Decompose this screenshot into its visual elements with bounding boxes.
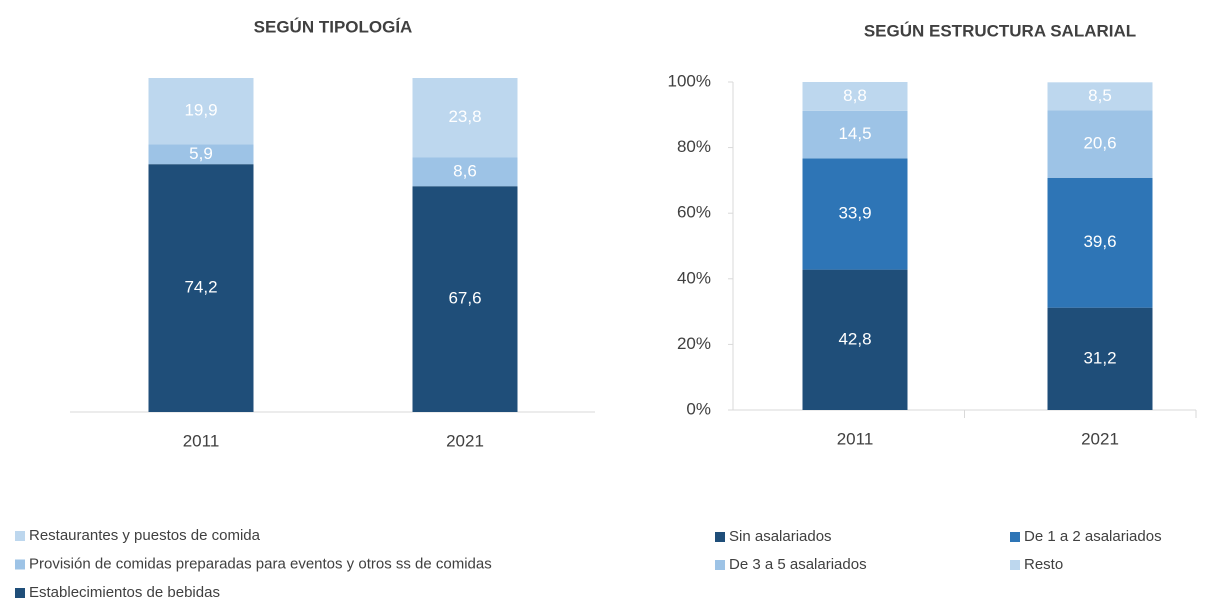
x-tick-label: 2021 xyxy=(446,431,484,450)
y-tick-label: 40% xyxy=(677,268,711,287)
data-label: 42,8 xyxy=(838,329,871,348)
x-tick-label: 2021 xyxy=(1081,429,1119,448)
bar-segment xyxy=(802,158,908,270)
bar-segment xyxy=(802,269,908,410)
data-label: 19,9 xyxy=(184,101,217,120)
data-label: 33,9 xyxy=(838,204,871,223)
chart-title: SEGÚN ESTRUCTURA SALARIAL xyxy=(864,21,1136,40)
legend-swatch xyxy=(715,532,725,542)
legend-swatch xyxy=(1010,560,1020,570)
legend-label: De 1 a 2 asalariados xyxy=(1024,528,1162,545)
x-tick-label: 2011 xyxy=(837,429,874,448)
bar-segment xyxy=(148,164,254,412)
data-label: 31,2 xyxy=(1083,348,1116,367)
bar-segment xyxy=(1047,110,1153,178)
legend-label: Establecimientos de bebidas xyxy=(29,584,220,600)
data-label: 74,2 xyxy=(184,278,217,297)
bar-segment xyxy=(412,157,518,187)
legend-label: Restaurantes y puestos de comida xyxy=(29,527,261,544)
y-tick-label: 20% xyxy=(677,334,711,353)
data-label: 20,6 xyxy=(1083,133,1116,152)
data-label: 8,6 xyxy=(453,161,477,180)
chart-title: SEGÚN TIPOLOGÍA xyxy=(254,17,413,36)
legend-label: Resto xyxy=(1024,556,1063,573)
bar-segment xyxy=(412,186,518,412)
y-tick-label: 100% xyxy=(668,71,711,90)
data-label: 23,8 xyxy=(448,107,481,126)
bar-segment xyxy=(148,78,254,145)
bar-segment xyxy=(1047,82,1153,111)
legend-swatch xyxy=(15,588,25,598)
bar-segment xyxy=(1047,307,1153,410)
data-label: 67,6 xyxy=(448,289,481,308)
legend-swatch xyxy=(15,559,25,570)
bar-segment xyxy=(802,110,908,159)
bar-segment xyxy=(802,82,908,111)
bar-segment xyxy=(412,78,518,158)
legend-label: De 3 a 5 asalariados xyxy=(729,556,867,573)
data-label: 14,5 xyxy=(838,124,871,143)
bar-segment xyxy=(1047,177,1153,308)
data-label: 8,5 xyxy=(1088,86,1112,105)
y-tick-label: 0% xyxy=(686,399,711,418)
y-tick-label: 60% xyxy=(677,203,711,222)
data-label: 5,9 xyxy=(189,144,213,163)
y-tick-label: 80% xyxy=(677,137,711,156)
legend-label: Provisión de comidas preparadas para eve… xyxy=(29,555,492,572)
x-tick-label: 2011 xyxy=(183,431,220,450)
legend-label: Sin asalariados xyxy=(729,528,832,545)
bar-segment xyxy=(148,144,254,165)
legend-swatch xyxy=(15,531,25,541)
data-label: 8,8 xyxy=(843,86,867,105)
legend-swatch xyxy=(715,560,725,570)
legend-swatch xyxy=(1010,532,1020,542)
data-label: 39,6 xyxy=(1083,232,1116,251)
